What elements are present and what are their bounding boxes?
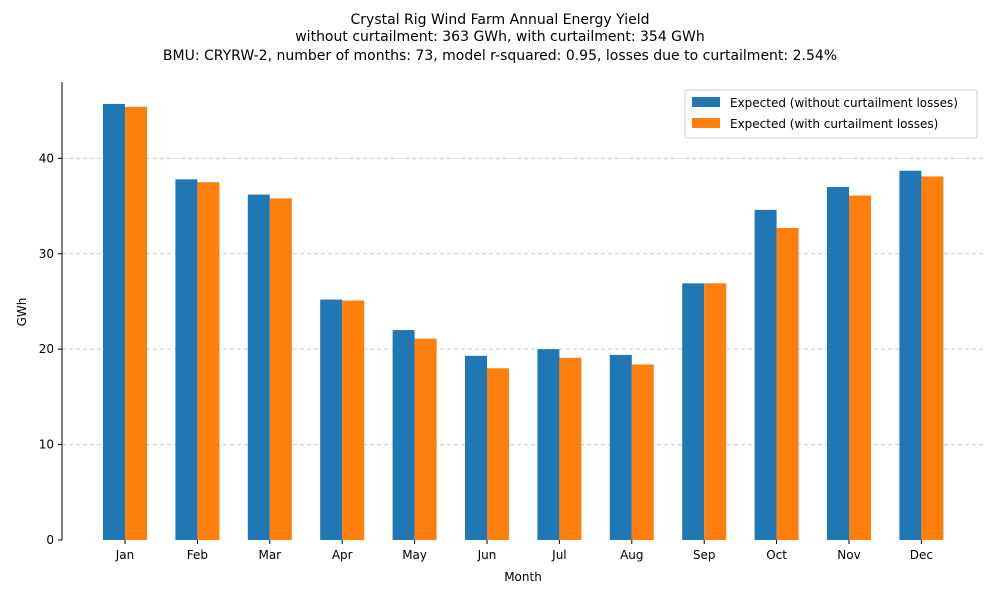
y-tick-label: 20 <box>39 342 54 356</box>
y-axis-label: GWh <box>15 298 29 327</box>
bar-without-curtailment-aug <box>609 354 632 540</box>
bar-without-curtailment-jan <box>103 103 125 540</box>
bar-without-curtailment-dec <box>899 170 922 541</box>
bar-with-curtailment-jan <box>125 106 147 540</box>
bar-with-curtailment-nov <box>849 195 871 540</box>
x-tick-label: Apr <box>332 548 353 562</box>
x-tick-label: Jun <box>477 548 497 562</box>
x-tick-label: Oct <box>766 548 787 562</box>
bar-without-curtailment-nov <box>827 186 849 541</box>
title-line-1: Crystal Rig Wind Farm Annual Energy Yiel… <box>351 12 650 28</box>
bar-without-curtailment-jun <box>465 355 487 540</box>
legend-swatch <box>692 118 720 128</box>
legend-entry: Expected (without curtailment losses) <box>730 96 958 110</box>
bar-with-curtailment-may <box>414 338 437 540</box>
bar-with-curtailment-dec <box>921 176 944 540</box>
bar-with-curtailment-jul <box>559 357 582 540</box>
bar-without-curtailment-may <box>392 330 415 540</box>
y-tick-label: 40 <box>39 151 54 165</box>
x-tick-label: Jul <box>551 548 566 562</box>
legend-entry: Expected (with curtailment losses) <box>730 117 938 131</box>
x-tick-label: Nov <box>837 548 860 562</box>
title-line-3: BMU: CRYRW-2, number of months: 73, mode… <box>163 48 837 64</box>
bar-without-curtailment-oct <box>754 209 777 540</box>
title-line-2: without curtailment: 363 GWh, with curta… <box>295 29 705 45</box>
bar-with-curtailment-aug <box>631 364 654 540</box>
x-tick-label: Jan <box>115 548 135 562</box>
bar-without-curtailment-feb <box>175 179 198 540</box>
bar-with-curtailment-jun <box>487 368 509 540</box>
y-tick-label: 10 <box>39 438 54 452</box>
bar-with-curtailment-mar <box>269 198 292 541</box>
x-tick-label: Aug <box>620 548 643 562</box>
x-tick-label: Sep <box>693 548 716 562</box>
y-tick-label: 0 <box>46 533 54 547</box>
legend-box <box>684 89 978 139</box>
bar-without-curtailment-sep <box>682 283 705 540</box>
legend-swatch <box>692 97 720 107</box>
bar-with-curtailment-oct <box>776 227 799 541</box>
x-tick-label: Mar <box>258 548 281 562</box>
bar-without-curtailment-jul <box>537 349 560 540</box>
x-tick-label: Dec <box>910 548 933 562</box>
chart-title: Crystal Rig Wind Farm Annual Energy Yiel… <box>163 12 837 64</box>
bar-with-curtailment-apr <box>342 300 365 540</box>
x-tick-label: May <box>402 548 427 562</box>
bar-with-curtailment-sep <box>704 283 727 540</box>
bar-without-curtailment-apr <box>320 299 343 540</box>
bar-with-curtailment-feb <box>197 182 220 540</box>
legend: Expected (without curtailment losses) Exp… <box>684 89 978 139</box>
x-tick-label: Feb <box>187 548 208 562</box>
bars <box>103 103 944 541</box>
y-tick-label: 30 <box>39 247 54 261</box>
y-axis-ticks: 0 10 20 30 40 <box>39 151 62 547</box>
x-axis-ticks: Jan Feb Mar Apr May Jun Jul Aug Sep Oct Nov Dec <box>115 540 933 562</box>
bar-without-curtailment-mar <box>247 194 270 540</box>
x-axis-label: Month <box>504 570 542 584</box>
